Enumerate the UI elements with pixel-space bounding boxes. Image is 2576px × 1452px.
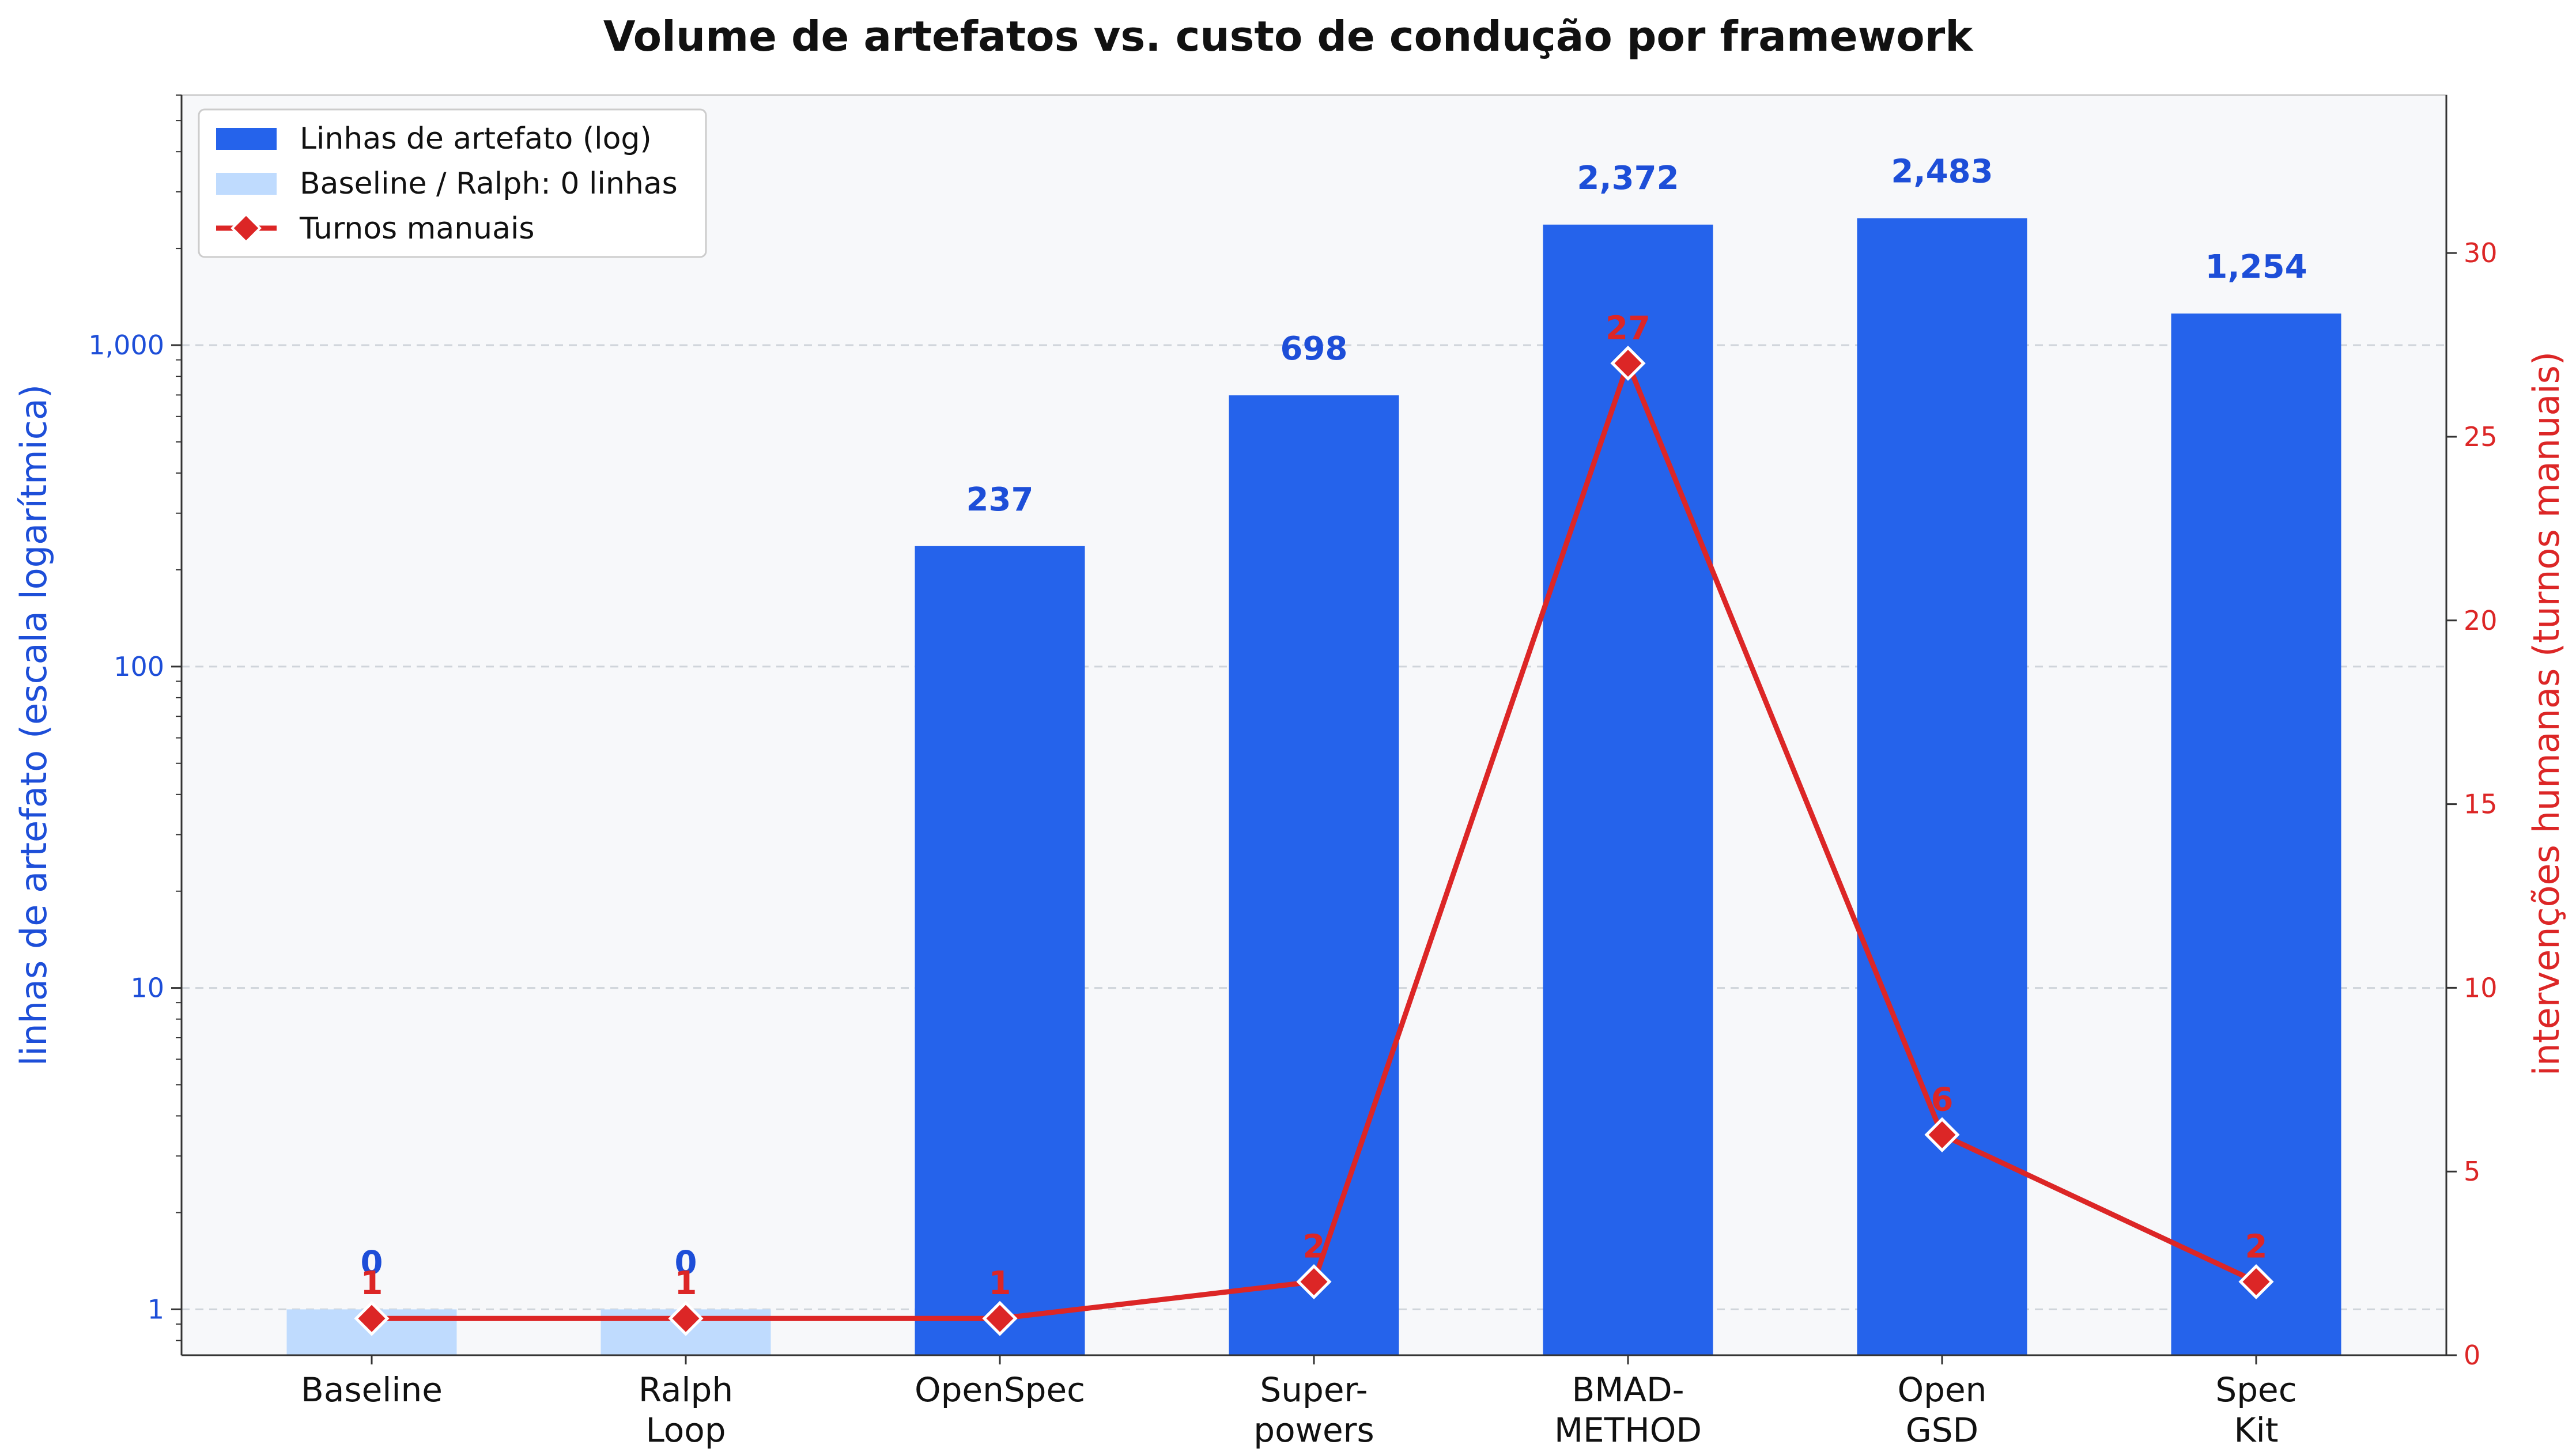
- right-axis: 0 5 10 15 20 25 30: [2445, 95, 2498, 1371]
- line-value-label-4: 27: [1606, 309, 1650, 347]
- bar-value-label-2: 237: [966, 481, 1034, 519]
- left-tick-label-0: 1: [148, 1294, 164, 1325]
- line-value-label-5: 6: [1931, 1081, 1954, 1118]
- bar-value-label-5: 2,483: [1891, 153, 1993, 191]
- right-tick-label-5: 25: [2464, 421, 2498, 452]
- y-right-axis-label: intervenções humanas (turnos manuais): [2525, 351, 2567, 1076]
- bar-4: [1543, 224, 1713, 1355]
- line-marker-0: [354, 1300, 390, 1336]
- line-value-label-1: 1: [675, 1265, 697, 1302]
- line-value-label-6: 2: [2245, 1228, 2268, 1265]
- legend: Linhas de artefato (log) Baseline / Ralph…: [198, 108, 707, 258]
- category-label-1: Ralph Loop: [639, 1370, 733, 1450]
- line-marker-1: [668, 1300, 704, 1336]
- data-labels: 0 0 237 698 2,372 2,483 1,254 1 1 1 2 27 6 2: [361, 153, 2307, 1303]
- category-label-3: Super-powers: [1253, 1370, 1374, 1450]
- category-label-line: powers: [1253, 1411, 1374, 1450]
- line-marker-6: [2238, 1264, 2274, 1300]
- right-tick-label-4: 20: [2464, 605, 2498, 636]
- legend-label-bars: Linhas de artefato (log): [300, 122, 652, 156]
- category-label-line: Spec: [2215, 1370, 2297, 1409]
- line-marker-2: [982, 1300, 1018, 1336]
- chart-title: Volume de artefatos vs. custo de conduçã…: [603, 12, 1974, 60]
- legend-label-baseline: Baseline / Ralph: 0 linhas: [300, 167, 678, 201]
- category-label-line: Kit: [2234, 1411, 2279, 1450]
- line-marker-5: [1924, 1117, 1960, 1152]
- left-axis: 1 10 100 1,000: [88, 94, 183, 1355]
- category-label-6: Spec Kit: [2215, 1370, 2297, 1450]
- category-label-line: OpenSpec: [915, 1370, 1085, 1409]
- right-tick-label-6: 30: [2464, 237, 2498, 269]
- legend-swatch-baseline: [216, 173, 277, 195]
- bar-value-label-1: 0: [675, 1244, 697, 1281]
- category-label-0: Baseline: [301, 1370, 443, 1409]
- line-value-label-2: 1: [989, 1265, 1011, 1302]
- category-label-line: Baseline: [301, 1370, 443, 1409]
- right-tick-label-0: 0: [2464, 1340, 2480, 1371]
- category-label-line: Loop: [645, 1411, 726, 1450]
- legend-box: [198, 108, 707, 258]
- bar-value-label-3: 698: [1281, 330, 1348, 368]
- category-label-line: Ralph: [639, 1370, 733, 1409]
- bar-3: [1229, 395, 1399, 1356]
- category-label-line: GSD: [1906, 1411, 1978, 1450]
- bar-value-label-4: 2,372: [1577, 160, 1679, 197]
- line-value-label-0: 1: [361, 1265, 383, 1302]
- legend-label-line: Turnos manuais: [299, 211, 535, 246]
- legend-swatch-bars: [216, 128, 277, 150]
- line-series: [354, 345, 2274, 1336]
- legend-swatch-marker: [231, 213, 262, 244]
- y-left-axis-label: linhas de artefato (escala logarítmica): [13, 384, 55, 1066]
- right-tick-label-3: 15: [2464, 789, 2498, 820]
- category-label-line: METHOD: [1554, 1411, 1702, 1450]
- category-label-5: Open GSD: [1898, 1370, 1987, 1450]
- gridlines: [182, 344, 2446, 1310]
- bar-6: [2171, 313, 2341, 1355]
- left-tick-label-1: 10: [130, 973, 164, 1004]
- bar-5: [1857, 218, 2027, 1355]
- line-marker-4: [1610, 345, 1646, 381]
- category-label-line: BMAD-: [1572, 1370, 1684, 1409]
- category-label-4: BMAD-METHOD: [1554, 1370, 1702, 1450]
- left-tick-label-2: 100: [114, 651, 164, 682]
- category-label-line: Super-: [1260, 1370, 1368, 1409]
- bar-value-label-6: 1,254: [2205, 248, 2307, 286]
- right-tick-label-1: 5: [2464, 1156, 2480, 1187]
- left-tick-label-3: 1,000: [88, 330, 164, 361]
- bar-value-label-0: 0: [361, 1244, 383, 1281]
- line-value-label-3: 2: [1303, 1228, 1325, 1265]
- bar-2: [915, 546, 1085, 1356]
- bar-series: [286, 218, 2341, 1356]
- category-label-2: OpenSpec: [915, 1370, 1085, 1409]
- line-marker-3: [1296, 1264, 1332, 1300]
- category-label-line: Open: [1898, 1370, 1987, 1409]
- right-tick-label-2: 10: [2464, 972, 2498, 1003]
